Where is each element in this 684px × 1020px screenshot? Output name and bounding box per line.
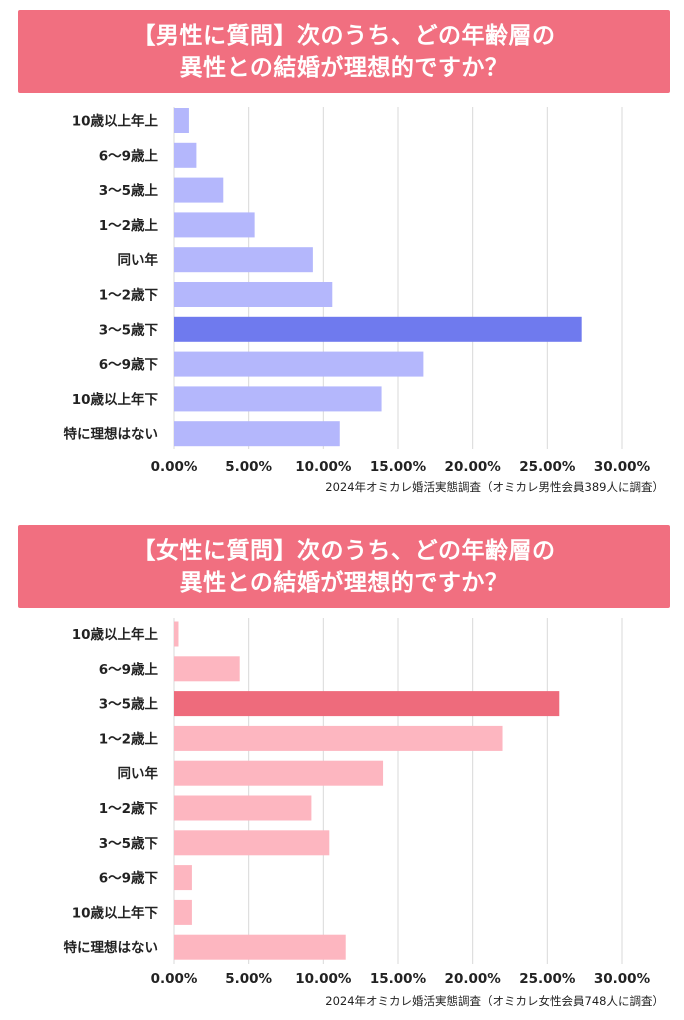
bar [174,621,179,647]
chart-title-line1: 【女性に質問】次のうち、どの年齢層の [132,537,556,564]
category-label: 6〜9歳上 [99,661,159,678]
bar [174,316,582,342]
bar [174,725,503,751]
category-label: 10歳以上年下 [72,391,159,408]
x-tick-label: 20.00% [445,971,502,987]
category-label: 3〜5歳上 [99,182,159,199]
bar [174,795,312,821]
x-tick-label: 10.00% [295,971,352,987]
x-tick-label: 5.00% [225,459,272,475]
bar [174,656,240,682]
bar [174,247,313,273]
x-tick-label: 25.00% [519,971,576,987]
bar [174,386,382,412]
category-label: 10歳以上年上 [72,113,159,130]
bar [174,421,340,447]
bar-chart-men: 0.00% 5.00% 10.00% 15.00% 20.00% 25.00% 30.00%… [0,103,684,495]
x-tick-label: 30.00% [594,971,651,987]
source-note: 2024年オミカレ婚活実態調査（オミカレ女性会員748人に調査） [325,994,664,1008]
bar [174,108,189,133]
x-tick-label: 0.00% [151,459,198,475]
bar-chart-women: 0.00% 5.00% 10.00% 15.00% 20.00% 25.00% 30.00%… [0,612,684,1012]
x-tick-label: 5.00% [225,971,272,987]
x-tick-label: 15.00% [370,459,427,475]
bar [174,865,192,891]
chart-title-banner-men: 【男性に質問】次のうち、どの年齢層の 異性との結婚が理想的ですか？ [18,10,670,93]
x-tick-label: 25.00% [519,459,576,475]
x-tick-label: 15.00% [370,971,427,987]
bar [174,142,197,168]
category-label: 3〜5歳上 [99,696,159,713]
bar [174,212,255,238]
category-label: 特に理想はない [64,939,159,956]
x-tick-label: 10.00% [295,459,352,475]
bar [174,351,424,377]
bar [174,830,330,856]
category-label: 特に理想はない [64,426,159,443]
bar [174,177,224,203]
category-label: 同い年 [118,252,159,269]
chart-title-line2: 異性との結婚が理想的ですか？ [179,569,509,596]
category-label: 3〜5歳下 [99,835,159,852]
bar [174,691,560,717]
chart-title-banner-women: 【女性に質問】次のうち、どの年齢層の 異性との結婚が理想的ですか？ [18,525,670,608]
x-tick-label: 30.00% [594,459,651,475]
bar-chart-women-svg: 0.00% 5.00% 10.00% 15.00% 20.00% 25.00% 30.00%… [64,618,651,987]
category-label: 10歳以上年上 [72,626,159,643]
category-label: 6〜9歳下 [99,356,159,373]
bar [174,282,333,307]
category-label: 1〜2歳上 [99,730,159,747]
category-label: 6〜9歳上 [99,147,159,164]
category-label: 10歳以上年下 [72,904,159,921]
category-label: 同い年 [118,765,159,782]
bar [174,760,384,786]
x-tick-label: 0.00% [151,971,198,987]
bar [174,899,192,925]
source-note: 2024年オミカレ婚活実態調査（オミカレ男性会員389人に調査） [325,480,664,494]
x-tick-label: 20.00% [445,459,502,475]
category-label: 1〜2歳上 [99,217,159,234]
category-label: 1〜2歳下 [99,287,159,304]
bar-chart-men-svg: 0.00% 5.00% 10.00% 15.00% 20.00% 25.00% 30.00%… [64,107,651,475]
category-label: 1〜2歳下 [99,800,159,817]
category-label: 6〜9歳下 [99,870,159,887]
category-label: 3〜5歳下 [99,321,159,338]
chart-title-line2: 異性との結婚が理想的ですか？ [179,54,509,81]
bar [174,934,346,960]
chart-title-line1: 【男性に質問】次のうち、どの年齢層の [132,22,556,49]
